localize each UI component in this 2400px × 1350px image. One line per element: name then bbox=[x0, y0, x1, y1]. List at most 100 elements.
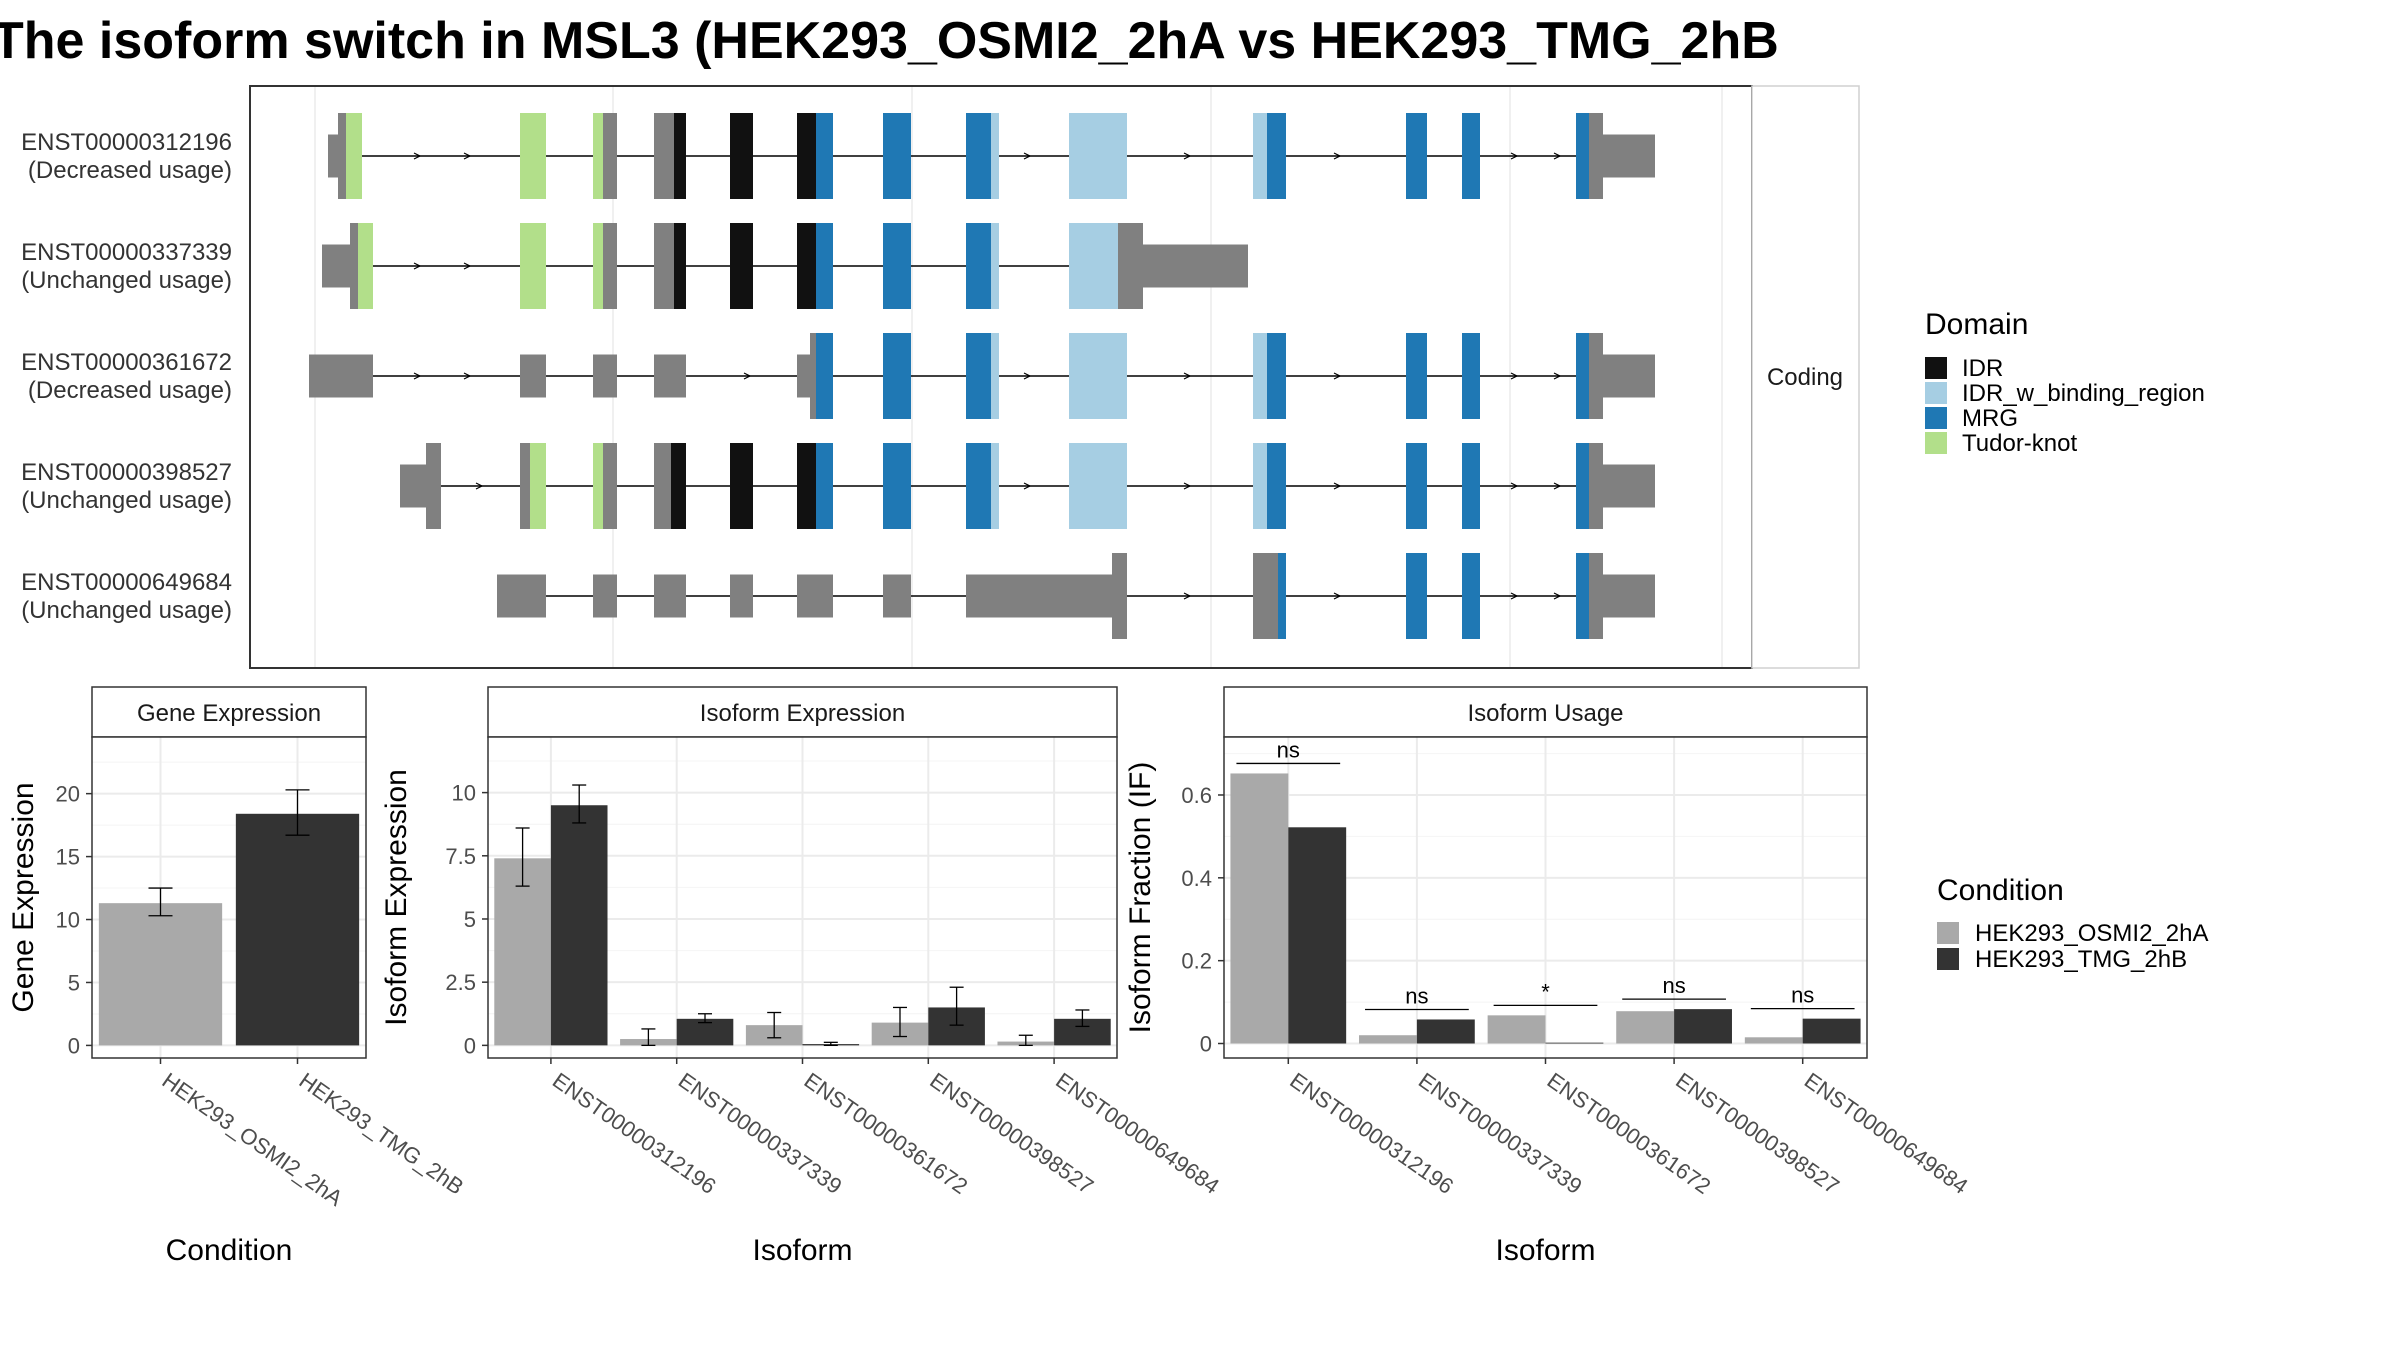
tx-row bbox=[322, 223, 1248, 309]
intron-arrow bbox=[1553, 152, 1562, 160]
exon-block bbox=[593, 113, 603, 199]
exon-block bbox=[520, 113, 546, 199]
intron-arrow bbox=[743, 372, 752, 380]
legend-entry: MRG bbox=[1962, 405, 2018, 432]
bar bbox=[1545, 1042, 1604, 1044]
exon-block bbox=[654, 443, 671, 529]
exon-block bbox=[603, 113, 617, 199]
exon-block bbox=[991, 333, 999, 419]
isoform-usage-label: (Decreased usage) bbox=[28, 377, 232, 404]
exon-block bbox=[966, 333, 991, 419]
isoform-usage-label: (Unchanged usage) bbox=[21, 597, 232, 624]
legend-entry: Tudor-knot bbox=[1962, 430, 2077, 457]
intron-arrow bbox=[1333, 152, 1342, 160]
bar bbox=[1616, 1011, 1675, 1044]
exon-block bbox=[1576, 553, 1589, 639]
x-axis-title: Isoform bbox=[752, 1234, 852, 1267]
exon-block bbox=[810, 333, 816, 419]
exon-block bbox=[530, 443, 546, 529]
y-tick-label: 10 bbox=[56, 908, 80, 933]
significance-label: ns bbox=[1405, 983, 1428, 1008]
significance-label: * bbox=[1541, 979, 1550, 1004]
exon-block bbox=[1069, 443, 1127, 529]
facet-strip bbox=[1751, 85, 1860, 669]
exon-block bbox=[966, 113, 991, 199]
legend-entry: IDR_w_binding_region bbox=[1962, 380, 2205, 407]
exon-block bbox=[674, 113, 686, 199]
bar bbox=[1288, 827, 1347, 1044]
exon-block bbox=[1253, 443, 1267, 529]
exon-block bbox=[883, 113, 911, 199]
isoform-id-label: ENST00000398527 bbox=[21, 459, 232, 486]
panel-strip-title: Isoform Usage bbox=[1467, 700, 1623, 727]
bar bbox=[494, 858, 551, 1046]
exon-block bbox=[1589, 113, 1603, 199]
domain-legend-title: Domain bbox=[1925, 308, 2028, 341]
y-tick-label: 0.4 bbox=[1181, 866, 1212, 891]
exon-block bbox=[1576, 333, 1589, 419]
exon-block bbox=[1406, 113, 1427, 199]
exon-block bbox=[520, 443, 530, 529]
intron-arrow bbox=[1510, 592, 1519, 600]
bar bbox=[1802, 1018, 1861, 1044]
y-tick-label: 20 bbox=[56, 782, 80, 807]
exon-block bbox=[338, 113, 346, 199]
exon-block bbox=[1267, 333, 1286, 419]
exon-block bbox=[1603, 354, 1655, 398]
exon-block bbox=[328, 134, 338, 178]
y-tick-label: 5 bbox=[464, 907, 476, 932]
y-tick-label: 0 bbox=[68, 1033, 80, 1058]
exon-block bbox=[426, 443, 441, 529]
panel-strip bbox=[487, 686, 1118, 738]
y-tick-label: 0.6 bbox=[1181, 783, 1212, 808]
intron-arrow bbox=[413, 152, 422, 160]
exon-block bbox=[497, 574, 546, 618]
y-tick-label: 0.2 bbox=[1181, 949, 1212, 974]
intron-arrow bbox=[1333, 592, 1342, 600]
exon-block bbox=[1576, 443, 1589, 529]
exon-block bbox=[358, 223, 373, 309]
exon-block bbox=[730, 223, 753, 309]
exon-block bbox=[883, 333, 911, 419]
y-tick-label: 0 bbox=[1200, 1032, 1212, 1057]
tx-row bbox=[328, 113, 1655, 199]
exon-block bbox=[520, 223, 546, 309]
isoform-usage-label: (Unchanged usage) bbox=[21, 487, 232, 514]
isoform-usage-label: (Unchanged usage) bbox=[21, 267, 232, 294]
significance-label: ns bbox=[1277, 737, 1300, 762]
y-tick-label: 5 bbox=[68, 970, 80, 995]
exon-block bbox=[1603, 574, 1655, 618]
panel-strip-title: Isoform Expression bbox=[700, 700, 905, 727]
y-tick-label: 10 bbox=[452, 781, 476, 806]
exon-block bbox=[816, 113, 833, 199]
intron-arrow bbox=[1183, 482, 1192, 490]
exon-block bbox=[1267, 113, 1286, 199]
exon-block bbox=[346, 113, 362, 199]
bar bbox=[235, 813, 360, 1046]
intron-arrow bbox=[1553, 592, 1562, 600]
exon-block bbox=[1589, 443, 1603, 529]
exon-block bbox=[593, 223, 603, 309]
exon-block bbox=[674, 223, 686, 309]
significance-label: ns bbox=[1791, 983, 1814, 1008]
intron-arrow bbox=[1553, 372, 1562, 380]
x-axis-title: Isoform bbox=[1495, 1234, 1595, 1267]
y-tick-label: 2.5 bbox=[445, 970, 476, 995]
exon-block bbox=[797, 354, 810, 398]
exon-block bbox=[1462, 333, 1480, 419]
exon-block bbox=[1462, 553, 1480, 639]
intron-arrow bbox=[1333, 372, 1342, 380]
isoform-expression-panel: Isoform Expression02.557.510ENST00000312… bbox=[380, 686, 1224, 1267]
y-tick-label: 0 bbox=[464, 1033, 476, 1058]
intron-arrow bbox=[1023, 482, 1032, 490]
y-tick-label: 7.5 bbox=[445, 844, 476, 869]
figure-title: The isoform switch in MSL3 (HEK293_OSMI2… bbox=[0, 12, 1779, 70]
legend-entry: HEK293_OSMI2_2hA bbox=[1975, 920, 2208, 947]
exon-block bbox=[816, 333, 833, 419]
exon-block bbox=[816, 443, 833, 529]
intron-arrow bbox=[1510, 482, 1519, 490]
domain-legend: Domain IDRIDR_w_binding_regionMRGTudor-kn… bbox=[1925, 308, 2205, 457]
exon-block bbox=[654, 574, 686, 618]
legend-swatch bbox=[1925, 357, 1947, 379]
exon-block bbox=[797, 223, 816, 309]
